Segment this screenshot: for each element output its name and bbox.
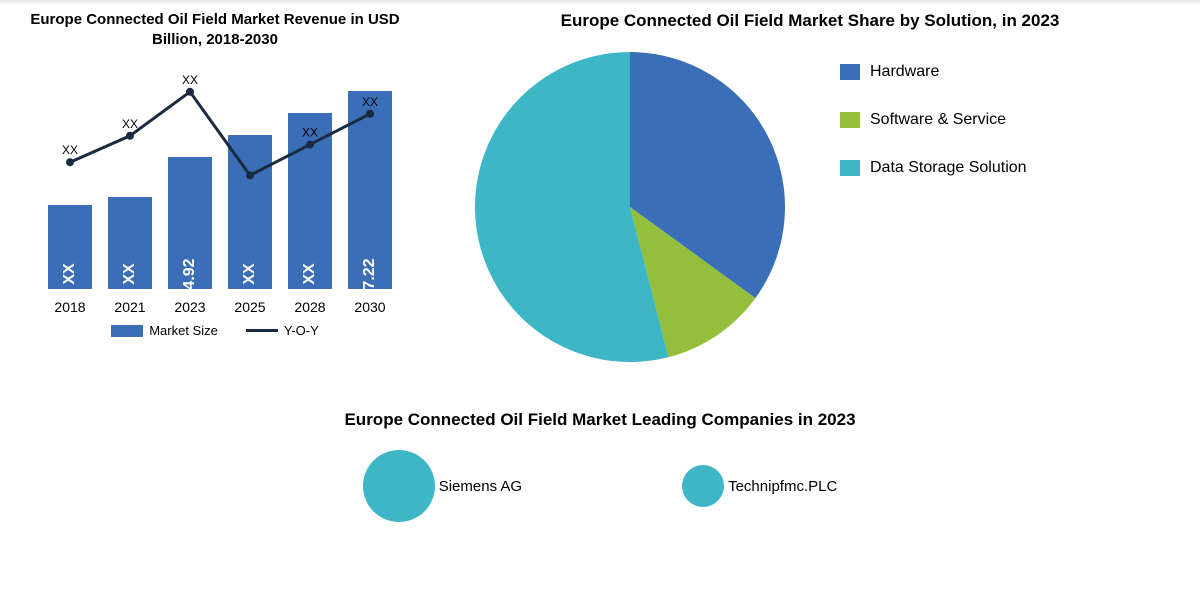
company-bubble [682,465,724,507]
bar: XX [228,135,272,289]
bar-slot: XX [286,113,334,289]
legend-bar-swatch [111,325,143,337]
bar-value-label: 7.22 [361,258,379,289]
x-axis-label: 2030 [354,299,385,315]
bar-value-label: XX [61,263,79,284]
pie-legend-label: Hardware [870,62,939,82]
bar-slot: 4.92 [166,157,214,289]
pie-legend-label: Data Storage Solution [870,158,1027,178]
bar: XX [48,205,92,289]
bar-chart-area: XXXX4.92XXXX7.22 XXXXXXXXXX 201820212023… [30,59,410,319]
company-bubble-item: Siemens AG [363,450,522,522]
pie-legend-item: Software & Service [840,110,1027,130]
pie-legend-swatch [840,112,860,128]
legend-yoy: Y-O-Y [246,323,319,338]
pie-legend-item: Hardware [840,62,1027,82]
legend-line-swatch [246,329,278,332]
x-axis-label: 2018 [54,299,85,315]
bar: 4.92 [168,157,212,289]
pie-chart-title: Europe Connected Oil Field Market Share … [440,10,1180,32]
bar: XX [288,113,332,289]
x-axis-label: 2025 [234,299,265,315]
bar-slot: 7.22 [346,91,394,289]
bar-value-label: 4.92 [181,258,199,289]
legend-bar-label: Market Size [149,323,218,338]
company-bubble [363,450,435,522]
bar-value-label: XX [241,263,259,284]
pie-chart-panel: Europe Connected Oil Field Market Share … [420,0,1200,400]
companies-title: Europe Connected Oil Field Market Leadin… [40,410,1160,430]
pie-legend-swatch [840,160,860,176]
bar-chart-panel: Europe Connected Oil Field Market Revenu… [0,0,420,400]
x-axis-labels: 2018 2021 2023 2025 2028 2030 [40,299,400,315]
bar-value-label: XX [301,263,319,284]
bar-slot: XX [46,205,94,289]
bar: 7.22 [348,91,392,289]
pie-svg-wrap [440,42,820,362]
x-axis-label: 2023 [174,299,205,315]
pie-legend-label: Software & Service [870,110,1006,130]
company-bubble-item: Technipfmc.PLC [682,465,837,507]
bar-chart-title: Europe Connected Oil Field Market Revenu… [30,10,400,49]
bubbles-row: Siemens AG Technipfmc.PLC [40,450,1160,522]
pie-legend-swatch [840,64,860,80]
bar-chart-legend: Market Size Y-O-Y [30,323,400,338]
top-row: Europe Connected Oil Field Market Revenu… [0,0,1200,400]
company-label: Siemens AG [439,478,522,495]
companies-panel: Europe Connected Oil Field Market Leadin… [0,400,1200,580]
pie-body: Hardware Software & Service Data Storage S… [440,42,1180,362]
pie-legend-item: Data Storage Solution [840,158,1027,178]
bar-slot: XX [226,135,274,289]
pie-legend: Hardware Software & Service Data Storage S… [840,42,1027,362]
bar-value-label: XX [121,263,139,284]
bars-row: XX XX 4.92 XX XX 7.22 [40,69,400,289]
x-axis-label: 2028 [294,299,325,315]
bar: XX [108,197,152,289]
x-axis-label: 2021 [114,299,145,315]
pie-svg [440,42,820,372]
legend-line-label: Y-O-Y [284,323,319,338]
company-label: Technipfmc.PLC [728,478,837,495]
legend-market-size: Market Size [111,323,218,338]
bar-slot: XX [106,197,154,289]
